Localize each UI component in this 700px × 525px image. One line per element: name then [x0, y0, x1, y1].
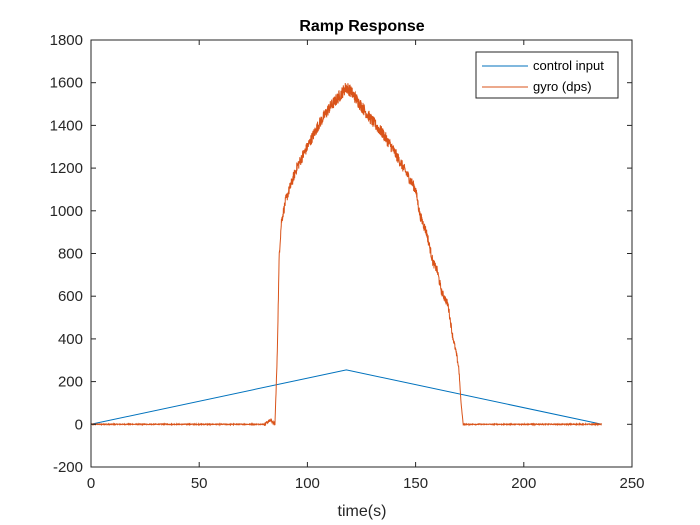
y-tick-label: 400	[58, 331, 83, 348]
y-tick-label: 1200	[50, 160, 83, 177]
y-tick-label: 800	[58, 246, 83, 263]
x-axis: 0 50 100 150 200 250	[87, 40, 645, 492]
x-tick-label: 200	[511, 475, 536, 492]
y-tick-label: -200	[53, 459, 83, 476]
y-tick-label: 1800	[50, 32, 83, 49]
chart-title: Ramp Response	[299, 18, 424, 35]
series-line-gyro	[90, 83, 603, 427]
x-tick-label: 0	[87, 475, 95, 492]
y-tick-label: 1600	[50, 75, 83, 92]
legend: control input gyro (dps)	[475, 51, 619, 99]
x-tick-label: 250	[619, 475, 644, 492]
x-axis-label: time(s)	[338, 503, 387, 520]
y-tick-label: 0	[75, 416, 83, 433]
y-tick-label: 600	[58, 288, 83, 305]
legend-label-control-input: control input	[533, 58, 604, 73]
legend-label-gyro: gyro (dps)	[533, 79, 592, 94]
series-layer	[90, 83, 603, 427]
series-line-control-input	[90, 369, 602, 425]
x-tick-label: 150	[403, 475, 428, 492]
y-tick-label: 1400	[50, 117, 83, 134]
x-tick-label: 100	[295, 475, 320, 492]
x-tick-label: 50	[191, 475, 208, 492]
y-axis: -200 0 200 400 600 800 1000 1200 1400 1600 1800	[50, 32, 632, 476]
legend-box	[475, 51, 619, 99]
y-tick-label: 200	[58, 374, 83, 391]
y-tick-label: 1000	[50, 203, 83, 220]
